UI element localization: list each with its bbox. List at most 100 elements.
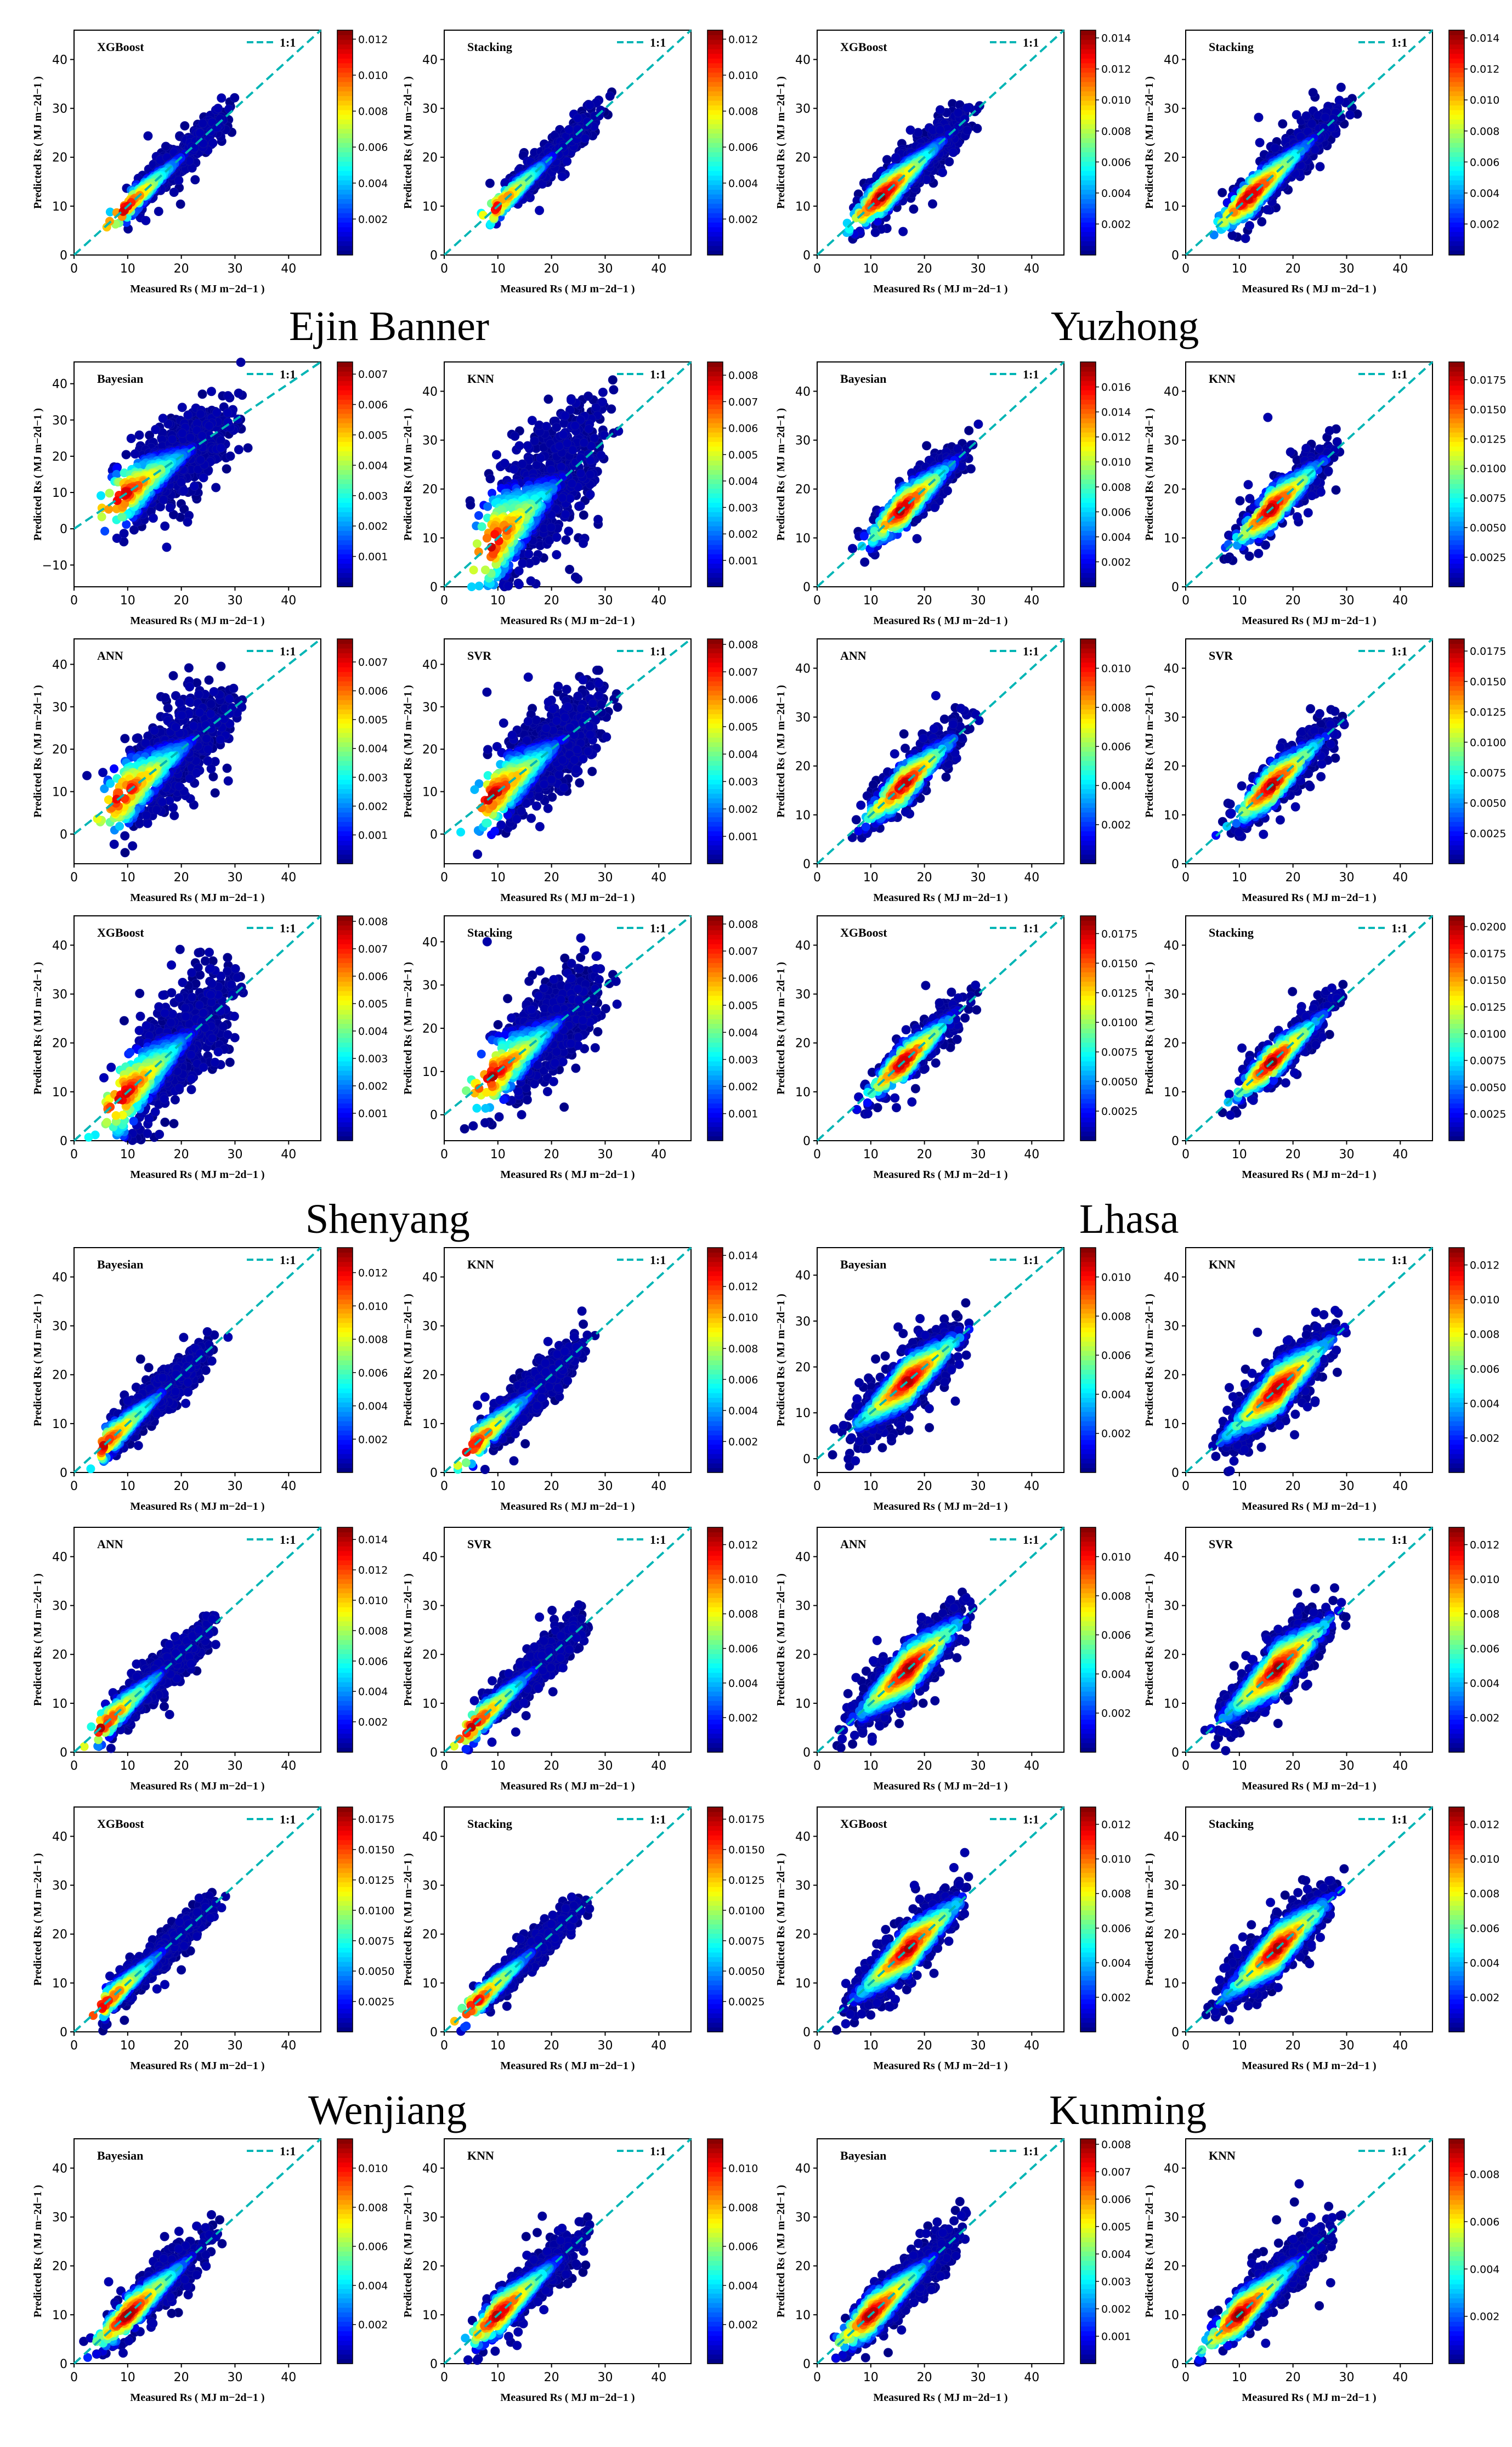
colorbar-tick-label: 0.010 [1101,94,1131,106]
colorbar-segment [337,77,353,82]
colorbar-segment [337,213,353,218]
x-tick-label: 0 [440,262,448,276]
colorbar-segment [707,58,723,64]
colorbar-segment [1449,133,1464,139]
scatter-point [948,148,958,157]
colorbar-segment [1449,226,1464,232]
colorbar-tick-label: 0.002 [1470,218,1499,230]
colorbar-segment [337,497,353,503]
colorbar-segment [707,208,723,213]
colorbar-segment [337,161,353,167]
colorbar-segment [707,236,723,241]
colorbar-segment [337,208,353,213]
colorbar-segment [707,184,723,190]
colorbar-segment [1080,95,1096,101]
colorbar-tick-label: 0.006 [728,141,758,154]
station-label-kunming: Kunming [1049,2087,1207,2134]
scatter-point [562,156,572,166]
colorbar-segment [337,549,353,554]
scatter-point [197,389,207,399]
scatter-point [1245,221,1254,230]
scatter-point [527,416,537,426]
colorbar-tick-label: 0.008 [1470,126,1499,138]
scatter-point [467,582,476,591]
scatter-point [158,495,168,505]
colorbar-segment [1080,72,1096,78]
scatter-point [510,431,520,441]
colorbar-segment [1080,35,1096,40]
scatter-point [492,450,501,460]
colorbar-segment [1080,105,1096,110]
scatter-point [891,153,901,162]
scatter-point [570,421,580,431]
scatter-point [560,509,570,519]
scatter-point [143,131,153,141]
scatter-point [944,157,954,167]
colorbar-segment [337,502,353,508]
y-tick-label: 10 [422,200,438,214]
colorbar-segment [1080,199,1096,204]
scatter-point [483,502,492,511]
colorbar-segment [1449,44,1464,49]
colorbar-segment [707,81,723,87]
colorbar-segment [337,86,353,92]
colorbar-segment [707,199,723,204]
colorbar-segment [337,100,353,106]
scatter-point [972,123,982,133]
scatter-point [898,226,908,236]
x-tick-label: 0 [1182,262,1190,276]
y-tick-label: 0 [60,249,67,263]
y-tick-label: 0 [60,523,67,536]
scatter-point [230,93,240,103]
scatter-point [1321,112,1330,122]
colorbar-segment [1080,180,1096,185]
scatter-point [179,505,189,514]
colorbar-segment [707,110,723,115]
scatter-point [1217,188,1227,197]
y-tick-label: 0 [430,249,438,263]
x-tick-label: 20 [1286,262,1301,276]
colorbar-tick-label: 0.012 [1101,64,1131,76]
scatter-point [216,443,226,453]
scatter-point [175,199,185,209]
colorbar-segment [707,203,723,209]
scatter-point [97,512,106,522]
scatter-point [212,123,222,133]
colorbar-segment [337,437,353,442]
colorbar-segment [1080,231,1096,237]
colorbar-segment [337,203,353,209]
colorbar-segment [1449,217,1464,223]
x-tick-label: 40 [1024,262,1039,276]
y-tick-label: 40 [1164,53,1179,67]
scatter-point [196,455,206,465]
scatter-point [579,510,588,520]
colorbar-segment [337,512,353,517]
colorbar-tick-label: 0.004 [358,460,388,472]
colorbar-segment [1080,161,1096,167]
colorbar-segment [1080,245,1096,251]
scatter-point [1241,234,1250,243]
colorbar-segment [707,161,723,167]
colorbar-segment [707,194,723,200]
colorbar-segment [1449,236,1464,241]
scatter-point [213,104,223,114]
scatter-point [148,513,158,523]
scatter-point [562,438,572,448]
colorbar-segment [707,95,723,101]
colorbar-segment [337,573,353,578]
colorbar-segment [337,451,353,456]
colorbar-segment [337,465,353,471]
scatter-point [605,91,615,101]
colorbar-segment [1080,241,1096,246]
colorbar-tick-label: 0.004 [358,178,388,190]
scatter-point [935,105,945,115]
y-axis-label: Predicted Rs ( MJ m−2d−1 ) [402,76,414,209]
colorbar-segment [1080,91,1096,97]
colorbar-segment [1080,166,1096,171]
colorbar-tick-label: 0.004 [1101,188,1131,200]
scatter-point [196,409,206,419]
colorbar-segment [1449,208,1464,213]
colorbar-segment [707,67,723,73]
